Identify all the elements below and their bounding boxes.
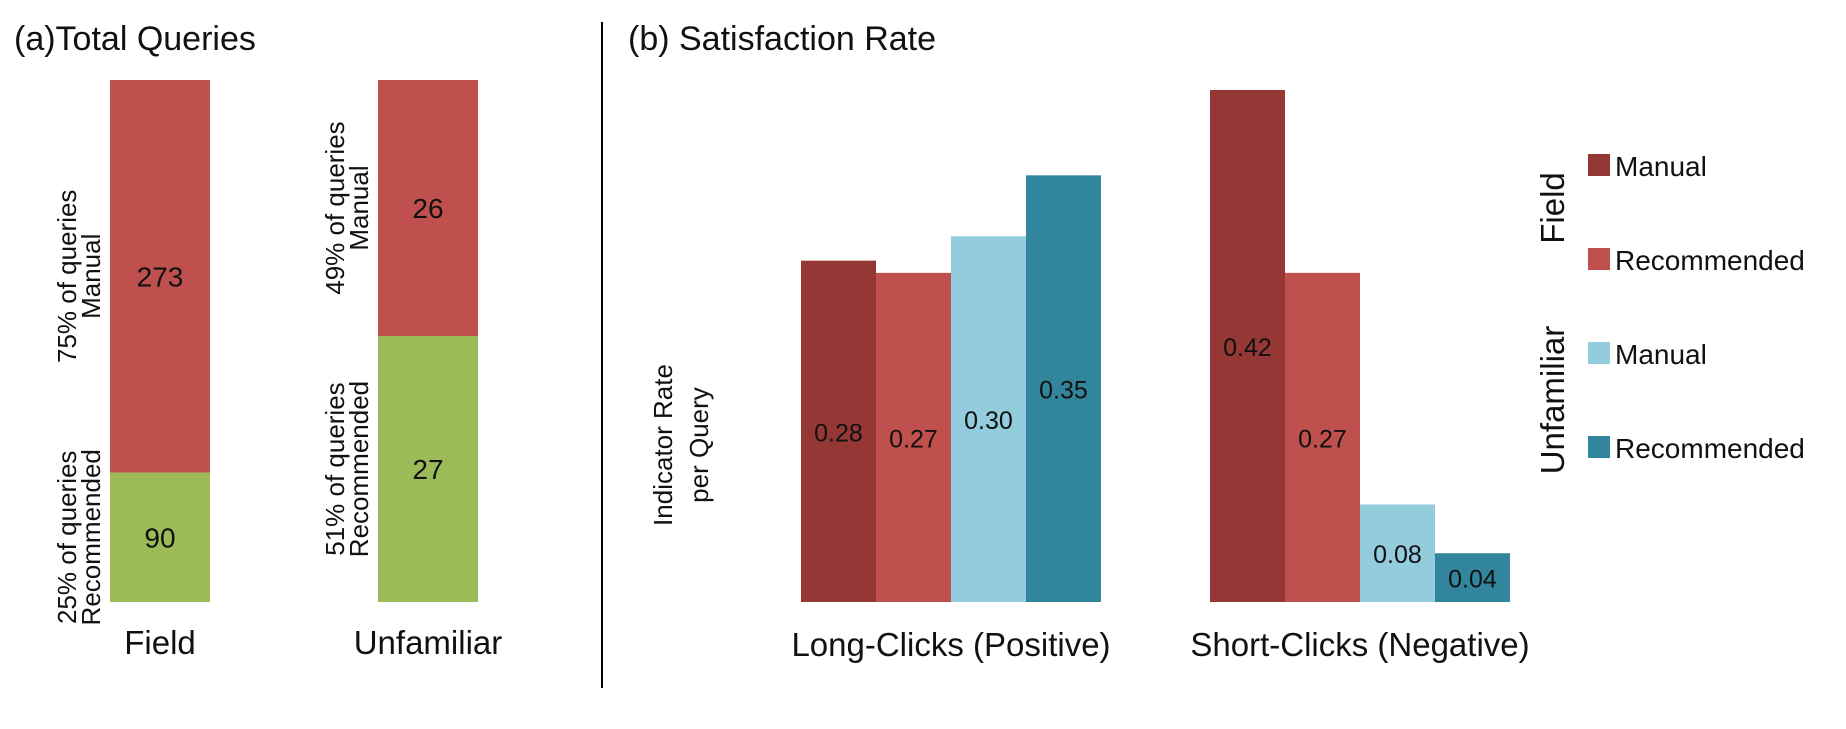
category-label-unfamiliar: Unfamiliar xyxy=(354,624,503,661)
legend-group-label-field: Field xyxy=(1534,172,1571,244)
segment-label-recommended: 25% of queries xyxy=(52,451,82,624)
grouped-bars: 0.28 0.27 0.30 0.35 0.42 0.27 0.08 0.04 xyxy=(801,90,1510,603)
data-label-manual: 26 xyxy=(412,193,443,224)
legend-label: Manual xyxy=(1615,151,1707,182)
data-label: 0.42 xyxy=(1223,334,1272,362)
panel-satisfaction-rate: (b) Satisfaction Rate Indicator Rate per … xyxy=(628,20,1805,663)
segment-label-manual: Manual xyxy=(344,165,374,250)
legend-swatch xyxy=(1588,154,1610,176)
bar-field-manual xyxy=(1210,90,1285,602)
legend-swatch xyxy=(1588,436,1610,458)
category-label: Short-Clicks (Negative) xyxy=(1190,626,1529,663)
bar-unfamiliar-recommended xyxy=(1026,175,1101,603)
legend-item-unfamiliar-manual: Manual xyxy=(1588,339,1707,370)
category-labels: Long-Clicks (Positive) Short-Clicks (Nega… xyxy=(791,626,1529,663)
bar-segment-manual xyxy=(110,80,210,473)
data-label: 0.28 xyxy=(814,419,863,447)
segment-label-recommended: Recommended xyxy=(344,381,374,557)
data-label-manual: 273 xyxy=(137,261,184,292)
bar-field-recommended xyxy=(1285,272,1360,602)
segment-label-recommended: Recommended xyxy=(76,449,106,625)
category-label: Long-Clicks (Positive) xyxy=(791,626,1110,663)
segment-label-manual: 49% of queries xyxy=(320,121,350,294)
y-axis-label-line: per Query xyxy=(684,387,714,503)
data-label: 0.30 xyxy=(964,407,1013,435)
legend-item-field-recommended: Recommended xyxy=(1588,245,1805,276)
bar-segment-manual xyxy=(378,80,478,337)
panel-a-title: (a)Total Queries xyxy=(14,20,256,58)
bar-group-long-clicks: 0.28 0.27 0.30 0.35 xyxy=(801,175,1101,603)
legend-swatch xyxy=(1588,248,1610,270)
legend-item-field-manual: Manual xyxy=(1588,151,1707,182)
legend-label: Recommended xyxy=(1615,433,1805,464)
data-label-recommended: 90 xyxy=(144,522,175,553)
data-label: 0.04 xyxy=(1448,566,1497,594)
segment-label-manual: Manual xyxy=(76,234,106,319)
bar-segment-recommended xyxy=(378,336,478,602)
data-label: 0.08 xyxy=(1373,541,1422,569)
data-label: 0.27 xyxy=(1298,425,1347,453)
category-label-field: Field xyxy=(124,624,196,661)
data-label: 0.27 xyxy=(889,425,938,453)
legend-item-unfamiliar-recommended: Recommended xyxy=(1588,433,1805,464)
data-label-recommended: 27 xyxy=(412,454,443,485)
legend: Manual Recommended Manual Recommended Field U… xyxy=(1534,151,1805,474)
category-labels: Field Unfamiliar xyxy=(124,624,502,661)
bar-unfamiliar-recommended xyxy=(1435,553,1510,602)
y-axis-label: Indicator Rate per Query xyxy=(648,364,714,526)
segment-label-recommended: 51% of queries xyxy=(320,382,350,555)
legend-label: Manual xyxy=(1615,339,1707,370)
legend-group-label-unfamiliar: Unfamiliar xyxy=(1534,326,1571,475)
bar-group-short-clicks: 0.42 0.27 0.08 0.04 xyxy=(1210,90,1510,602)
bar-field-manual xyxy=(801,260,876,602)
panel-b-title: (b) Satisfaction Rate xyxy=(628,20,936,58)
bar-unfamiliar-manual xyxy=(951,236,1026,603)
legend-swatch xyxy=(1588,342,1610,364)
segment-label-manual: 75% of queries xyxy=(52,190,82,363)
bar-unfamiliar-manual xyxy=(1360,504,1435,602)
bar-field-recommended xyxy=(876,272,951,602)
data-label: 0.35 xyxy=(1039,377,1088,405)
bar-segment-recommended xyxy=(110,472,210,602)
legend-label: Recommended xyxy=(1615,245,1805,276)
y-axis-label-line: Indicator Rate xyxy=(648,364,678,526)
